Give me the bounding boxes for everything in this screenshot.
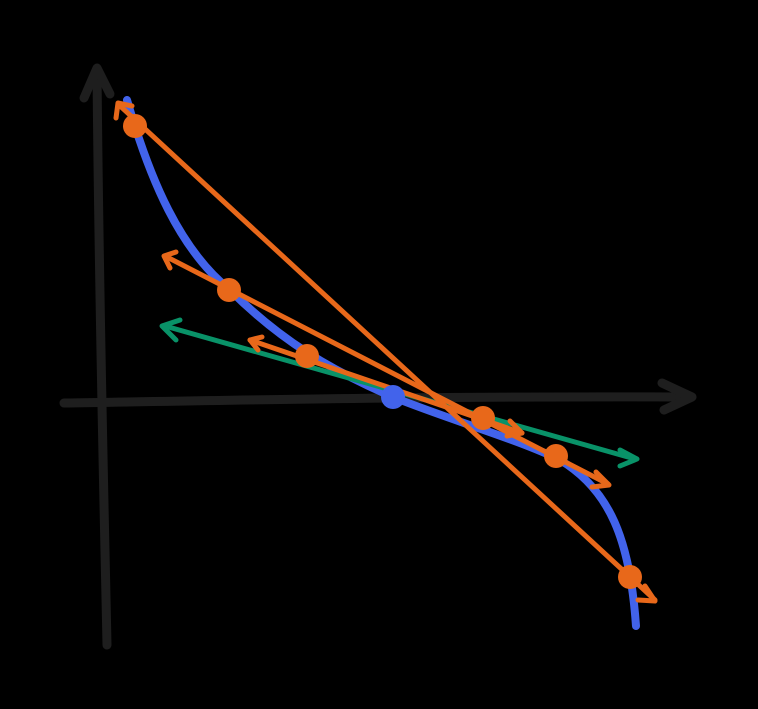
secant-line-path: [115, 101, 658, 603]
tangent-arrow-end-icon: [617, 447, 640, 469]
secant-arrow-end-icon: [589, 469, 612, 490]
secant-3: [247, 334, 525, 439]
tangent-arrow-start-icon: [159, 317, 183, 343]
secant-arrow-end-icon: [504, 418, 525, 439]
y-axis: [92, 65, 112, 650]
secant-2: [161, 249, 612, 490]
tangent-point: [381, 385, 405, 409]
secant-lines: [113, 100, 658, 604]
x-axis-arrow-icon: [657, 378, 697, 415]
axes: [59, 63, 697, 650]
secant-arrow-start-icon: [247, 334, 265, 353]
secant-point: [544, 444, 568, 468]
secant-1: [113, 100, 658, 604]
secant-arrow-start-icon: [161, 249, 179, 271]
secant-point: [471, 406, 495, 430]
secant-arrow-start-icon: [113, 100, 135, 121]
x-axis: [59, 392, 695, 408]
secant-arrow-end-icon: [635, 583, 658, 604]
y-axis-arrow-icon: [79, 63, 115, 103]
secant-point: [217, 278, 241, 302]
secant-point: [123, 114, 147, 138]
secant-point: [618, 565, 642, 589]
secant-point: [295, 344, 319, 368]
